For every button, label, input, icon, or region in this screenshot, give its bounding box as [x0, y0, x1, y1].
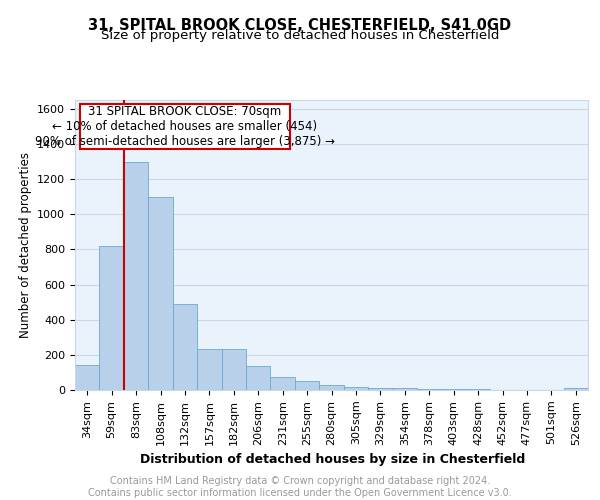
Bar	[442, 389, 466, 390]
Bar	[148, 196, 173, 390]
Bar	[271, 377, 295, 390]
Text: 31 SPITAL BROOK CLOSE: 70sqm
← 10% of detached houses are smaller (454)
90% of s: 31 SPITAL BROOK CLOSE: 70sqm ← 10% of de…	[35, 105, 335, 148]
Text: 31, SPITAL BROOK CLOSE, CHESTERFIELD, S41 0GD: 31, SPITAL BROOK CLOSE, CHESTERFIELD, S4…	[88, 18, 512, 32]
Bar	[295, 381, 319, 390]
Bar	[392, 388, 417, 390]
Bar	[563, 388, 588, 390]
Bar	[344, 388, 368, 390]
Bar	[466, 389, 490, 390]
Bar	[197, 348, 221, 390]
Text: Size of property relative to detached houses in Chesterfield: Size of property relative to detached ho…	[101, 29, 499, 42]
Text: Distribution of detached houses by size in Chesterfield: Distribution of detached houses by size …	[140, 452, 526, 466]
Bar	[417, 389, 442, 390]
FancyBboxPatch shape	[80, 104, 290, 149]
Y-axis label: Number of detached properties: Number of detached properties	[19, 152, 32, 338]
Bar	[221, 348, 246, 390]
Bar	[173, 304, 197, 390]
Bar	[246, 366, 271, 390]
Text: Contains HM Land Registry data © Crown copyright and database right 2024.
Contai: Contains HM Land Registry data © Crown c…	[88, 476, 512, 498]
Bar	[124, 162, 148, 390]
Bar	[319, 384, 344, 390]
Bar	[368, 388, 392, 390]
Bar	[75, 366, 100, 390]
Bar	[100, 246, 124, 390]
